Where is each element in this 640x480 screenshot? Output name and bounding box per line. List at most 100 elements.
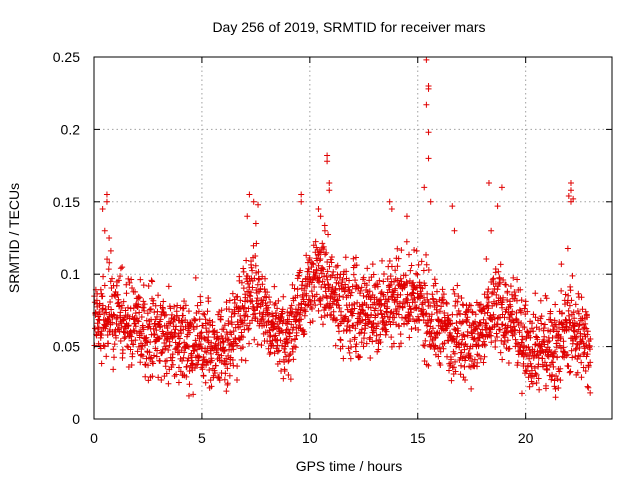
data-point <box>321 222 328 229</box>
data-point <box>283 335 290 342</box>
data-point <box>132 320 139 327</box>
data-point <box>348 289 355 296</box>
data-point <box>547 316 554 323</box>
data-point <box>207 377 214 384</box>
data-point <box>96 308 103 315</box>
data-point <box>298 282 305 289</box>
data-point <box>483 256 490 263</box>
data-point <box>572 346 579 353</box>
data-point <box>401 284 408 291</box>
data-point <box>582 308 589 315</box>
data-point <box>163 357 170 364</box>
data-point <box>266 311 273 318</box>
data-point <box>397 275 404 282</box>
data-point <box>433 298 440 305</box>
data-point <box>110 311 117 318</box>
data-point <box>316 296 323 303</box>
data-point <box>228 313 235 320</box>
data-point <box>423 101 430 108</box>
data-point <box>505 360 512 366</box>
data-point <box>98 328 105 335</box>
data-point <box>286 333 293 340</box>
data-point <box>342 313 349 320</box>
data-point <box>261 286 268 293</box>
data-point <box>408 326 415 333</box>
data-point <box>147 305 154 312</box>
data-point <box>360 274 367 281</box>
data-point <box>336 305 343 312</box>
data-point <box>521 324 528 331</box>
data-point <box>339 343 346 350</box>
data-point <box>111 312 118 319</box>
data-point <box>136 294 143 301</box>
x-axis-label: GPS time / hours <box>296 458 403 474</box>
data-point <box>346 327 353 334</box>
data-point <box>332 342 339 349</box>
data-point <box>356 354 363 361</box>
data-point <box>190 391 197 398</box>
data-point <box>138 330 145 337</box>
data-point <box>319 240 326 247</box>
data-point <box>315 252 322 259</box>
data-point <box>220 326 227 333</box>
data-point <box>485 294 492 301</box>
data-point <box>224 365 231 372</box>
data-point <box>185 308 192 315</box>
data-point <box>252 220 259 227</box>
data-point <box>530 373 537 380</box>
data-point <box>425 85 432 92</box>
data-point <box>181 298 188 305</box>
data-point <box>212 340 219 347</box>
data-point <box>265 318 272 325</box>
data-point <box>229 357 236 364</box>
data-point <box>526 383 533 390</box>
data-point <box>558 310 565 317</box>
data-point <box>522 298 529 305</box>
data-point <box>511 331 518 338</box>
data-point <box>208 339 215 346</box>
data-point <box>518 390 525 397</box>
data-point <box>572 301 579 308</box>
data-point <box>304 302 311 309</box>
data-point <box>565 363 572 370</box>
data-point <box>538 320 545 327</box>
data-point <box>576 322 583 329</box>
data-point <box>446 367 453 374</box>
data-point <box>289 281 296 288</box>
data-point <box>97 286 104 293</box>
data-point <box>100 273 107 280</box>
data-point <box>247 293 254 300</box>
data-point <box>279 342 286 349</box>
data-point <box>247 289 254 296</box>
data-point <box>139 353 146 360</box>
data-point <box>358 284 365 291</box>
data-point <box>388 343 395 350</box>
data-point <box>332 291 339 298</box>
data-point <box>481 342 488 349</box>
data-point <box>514 276 521 283</box>
data-point <box>428 316 435 323</box>
data-point <box>403 278 410 285</box>
data-point <box>512 336 519 343</box>
data-point <box>106 259 113 266</box>
data-point <box>461 333 468 340</box>
data-point <box>404 291 411 298</box>
data-point <box>480 359 487 366</box>
data-point <box>535 354 542 361</box>
data-point <box>309 318 316 325</box>
data-point <box>532 314 539 321</box>
data-point <box>114 291 121 298</box>
data-point <box>427 343 434 350</box>
data-point <box>464 314 471 321</box>
data-point <box>229 343 236 350</box>
data-point <box>153 327 160 334</box>
data-point <box>584 351 591 358</box>
data-point <box>462 357 469 364</box>
data-point <box>350 255 357 262</box>
data-point <box>469 308 476 315</box>
data-point <box>174 302 181 309</box>
data-point <box>180 312 187 319</box>
data-point <box>272 332 279 339</box>
data-point <box>256 310 263 317</box>
data-point <box>320 246 327 253</box>
